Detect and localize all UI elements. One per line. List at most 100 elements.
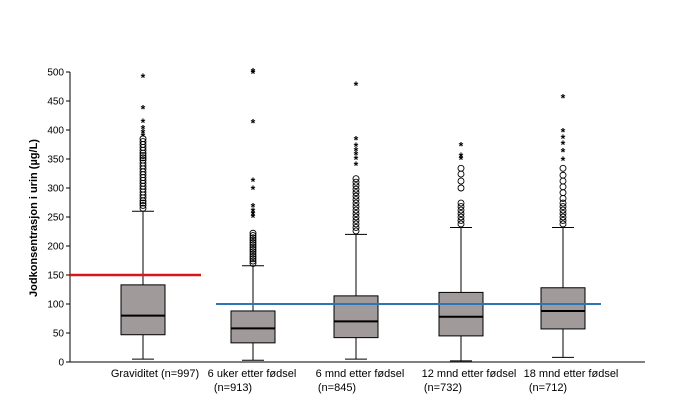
category-sample-size: (n=712) — [529, 382, 567, 394]
outlier-star: * — [251, 65, 256, 79]
outlier-circle — [352, 223, 360, 231]
outlier-star: * — [354, 79, 359, 93]
y-axis-ticks: 0 50 100 150 200 250 300 350 400 450 500 — [47, 68, 70, 369]
outlier-star: * — [354, 153, 359, 167]
outlier-circle — [352, 203, 360, 211]
outlier-circle — [139, 138, 147, 146]
outlier-circle — [457, 220, 465, 228]
outlier-circle — [559, 171, 567, 179]
category-label: Graviditet (n=997) — [111, 368, 199, 380]
reference-lines — [70, 273, 601, 305]
category-label: 18 mnd etter fødsel — [524, 368, 619, 380]
outlier-circle — [457, 210, 465, 217]
outlier-circle — [352, 210, 360, 217]
outlier-circle — [249, 241, 257, 249]
outlier-circle — [559, 213, 567, 221]
category-sample-size: (n=913) — [214, 382, 252, 394]
outlier-circle — [139, 154, 147, 162]
outlier-circle — [559, 177, 567, 185]
category-label: 12 mnd etter fødsel — [422, 368, 517, 380]
outlier-star: * — [354, 133, 359, 147]
outlier-circle — [139, 201, 147, 209]
outlier-circle — [249, 246, 257, 253]
outlier-star: * — [251, 205, 256, 219]
outlier-circle — [559, 206, 567, 214]
box-group: *** — [438, 140, 484, 362]
outlier-circle — [457, 164, 465, 172]
outlier-star: * — [251, 67, 256, 81]
outlier-circle — [457, 213, 465, 221]
outlier-circle — [559, 203, 567, 211]
outlier-star: * — [251, 116, 256, 130]
box-iqr — [230, 310, 276, 344]
outlier-star: * — [459, 140, 464, 154]
y-tick-label: 350 — [47, 155, 64, 166]
outlier-circle — [352, 196, 360, 204]
outlier-circle — [139, 204, 147, 212]
y-tick-label: 450 — [47, 97, 64, 108]
box-iqr — [540, 287, 586, 330]
outlier-star: * — [354, 159, 359, 173]
outlier-circle — [352, 213, 360, 221]
outlier-circle — [352, 227, 360, 235]
outlier-star: * — [251, 208, 256, 222]
outlier-circle — [249, 234, 257, 242]
outlier-star: * — [251, 201, 256, 215]
outlier-circle — [139, 135, 147, 143]
outlier-circle — [457, 206, 465, 214]
outlier-star: * — [561, 154, 566, 168]
box-group: ****** — [540, 92, 586, 358]
box-group: ******* — [333, 79, 379, 360]
box-iqr — [438, 291, 484, 337]
outlier-circle — [559, 217, 567, 224]
outlier-circle — [457, 199, 465, 207]
outlier-circle — [352, 189, 360, 197]
outlier-star: * — [561, 138, 566, 152]
outlier-star: * — [141, 126, 146, 140]
outlier-circle — [559, 189, 567, 197]
outlier-circle — [352, 199, 360, 207]
category-label: 6 mnd etter fødsel — [316, 368, 405, 380]
outlier-star: * — [459, 153, 464, 167]
outlier-star: * — [251, 183, 256, 197]
outlier-circle — [457, 184, 465, 192]
outlier-circle — [457, 217, 465, 224]
outlier-circle — [139, 199, 147, 207]
outlier-star: * — [561, 145, 566, 159]
outlier-star: * — [354, 140, 359, 154]
outlier-circle — [249, 243, 257, 251]
y-tick-label: 200 — [47, 242, 64, 253]
boxes: ******************************* — [120, 65, 586, 362]
outlier-circle — [352, 192, 360, 200]
outlier-star: * — [354, 148, 359, 162]
y-axis-label: Jodkonsentrasjon i urin (µg/L) — [28, 139, 40, 297]
category-sample-size: (n=845) — [318, 382, 356, 394]
outlier-circle — [559, 183, 567, 191]
outlier-circle — [139, 156, 147, 164]
outlier-circle — [559, 220, 567, 228]
outlier-star: * — [141, 130, 146, 144]
outlier-star: * — [251, 175, 256, 189]
y-tick-label: 0 — [58, 358, 64, 369]
outlier-circle — [139, 152, 147, 159]
outlier-star: * — [561, 132, 566, 146]
outlier-star: * — [141, 116, 146, 130]
y-tick-label: 50 — [53, 329, 65, 340]
outlier-star: * — [459, 150, 464, 164]
outlier-circle — [457, 170, 465, 178]
outlier-circle — [559, 199, 567, 207]
outlier-circle — [249, 257, 257, 265]
outlier-star: * — [251, 211, 256, 225]
outlier-star: * — [561, 126, 566, 140]
outlier-circle — [249, 236, 257, 244]
y-tick-label: 300 — [47, 184, 64, 195]
outlier-circle — [352, 178, 360, 186]
outlier-circle — [352, 185, 360, 193]
outlier-circle — [352, 220, 360, 228]
y-tick-label: 100 — [47, 300, 64, 311]
outlier-star: * — [141, 71, 146, 85]
outlier-circle — [559, 194, 567, 202]
outlier-star: * — [141, 122, 146, 136]
y-tick-label: 500 — [47, 68, 64, 79]
